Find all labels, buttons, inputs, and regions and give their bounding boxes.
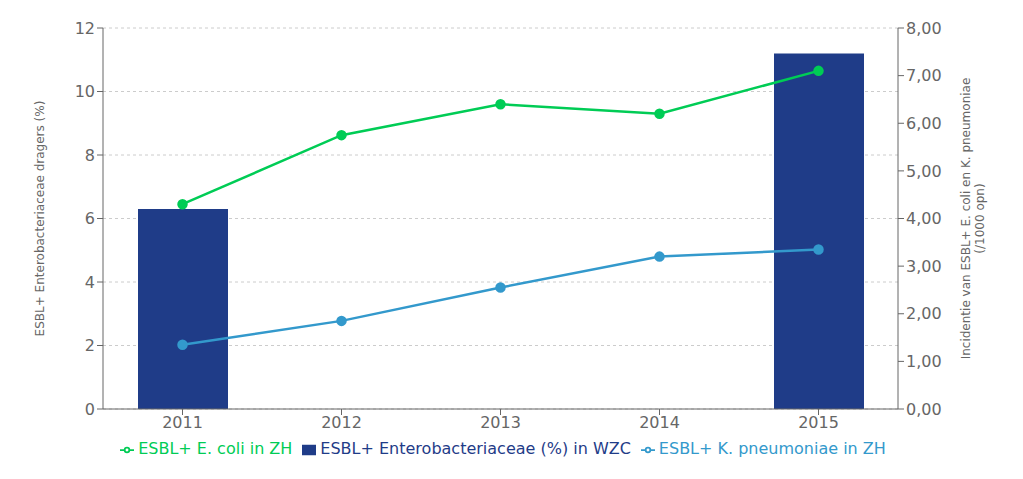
svg-text:2015: 2015 xyxy=(798,413,839,432)
svg-text:2012: 2012 xyxy=(321,413,362,432)
svg-text:2013: 2013 xyxy=(480,413,521,432)
svg-text:12: 12 xyxy=(75,19,95,38)
svg-text:5,00: 5,00 xyxy=(906,162,942,181)
svg-text:7,00: 7,00 xyxy=(906,66,942,85)
svg-text:2: 2 xyxy=(85,336,95,355)
svg-text:6: 6 xyxy=(85,209,95,228)
html-text:ESBL+ E. coli in ZH: ESBL+ E. coli in ZH xyxy=(138,439,293,458)
svg-text:1,00: 1,00 xyxy=(906,352,942,371)
svg-text:6,00: 6,00 xyxy=(906,114,942,133)
svg-text:10: 10 xyxy=(75,82,95,101)
svg-text:0,00: 0,00 xyxy=(906,400,942,419)
svg-text:ESBL+ Enterobacteriaceae drage: ESBL+ Enterobacteriaceae dragers (%) xyxy=(33,101,47,337)
svg-text:0: 0 xyxy=(85,400,95,419)
svg-text:2,00: 2,00 xyxy=(906,304,942,323)
svg-text:8,00: 8,00 xyxy=(906,19,942,38)
html-text:ESBL+ K. pneumoniae in ZH: ESBL+ K. pneumoniae in ZH xyxy=(658,439,886,458)
svg-text:2014: 2014 xyxy=(639,413,680,432)
svg-text:3,00: 3,00 xyxy=(906,257,942,276)
svg-text:4: 4 xyxy=(85,273,95,292)
svg-text:2011: 2011 xyxy=(162,413,203,432)
svg-text:4,00: 4,00 xyxy=(906,209,942,228)
svg-text:Incidentie van ESBL+ E. coli e: Incidentie van ESBL+ E. coli en K. pneum… xyxy=(959,78,987,360)
svg-text:8: 8 xyxy=(85,146,95,165)
html-text:ESBL+ Enterobacteriaceae (%) i: ESBL+ Enterobacteriaceae (%) in WZC xyxy=(320,439,631,458)
